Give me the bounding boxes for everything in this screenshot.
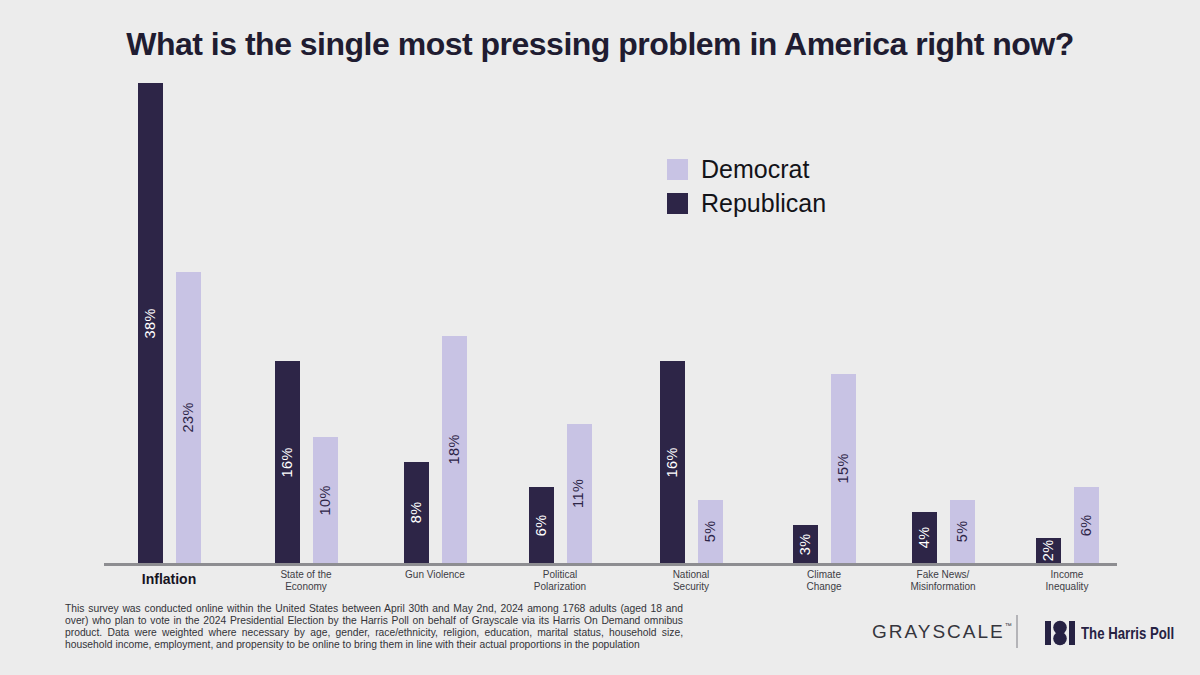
bar-democrat-climate-change: 15% [831, 374, 856, 563]
bar-democrat-national-security: 5% [698, 500, 723, 563]
x-axis-line [104, 563, 1117, 566]
harris-poll-logo: The Harris Poll [1045, 620, 1197, 646]
trademark-icon: ™ [1005, 622, 1012, 629]
bar-value-label: 2% [1041, 539, 1056, 561]
bar-value-label: 8% [409, 501, 424, 523]
bar-value-label: 3% [798, 533, 813, 555]
logo-divider [1016, 615, 1018, 648]
bar-value-label: 6% [1079, 514, 1094, 536]
bar-value-label: 4% [917, 527, 932, 549]
bar-value-label: 15% [836, 453, 851, 484]
category-label-political-polarization: Political Polarization [485, 569, 635, 593]
bar-value-label: 16% [665, 447, 680, 478]
bar-chart: 38% 23% Inflation 16% 10% State of the Econom… [0, 0, 1200, 675]
bar-value-label: 10% [318, 485, 333, 516]
bar-democrat-inflation: 23% [176, 272, 201, 563]
bar-value-label: 5% [955, 520, 970, 542]
bar-democrat-state-of-the-economy: 10% [313, 437, 338, 563]
bar-value-label: 11% [572, 479, 587, 508]
bar-republican-climate-change: 3% [793, 525, 818, 563]
bar-value-label: 38% [143, 308, 158, 339]
bar-value-label: 23% [181, 402, 196, 433]
bar-republican-political-polarization: 6% [529, 487, 554, 563]
category-label-national-security: National Security [616, 569, 766, 593]
bar-republican-state-of-the-economy: 16% [275, 361, 300, 563]
category-label-inflation: Inflation [94, 571, 244, 588]
bar-value-label: 18% [447, 434, 462, 465]
grayscale-logo: GRAYSCALE™ [872, 622, 1012, 641]
harris-poll-icon [1045, 620, 1075, 646]
infographic-canvas: What is the single most pressing problem… [0, 0, 1200, 675]
grayscale-wordmark: GRAYSCALE [872, 621, 1005, 642]
bar-republican-income-inequality: 2% [1036, 538, 1061, 563]
bar-democrat-income-inequality: 6% [1074, 487, 1099, 563]
methodology-footnote: This survey was conducted online within … [65, 603, 683, 652]
bar-democrat-gun-violence: 18% [442, 336, 467, 563]
category-label-income-inequality: Income Inequality [992, 569, 1142, 593]
bar-value-label: 6% [534, 514, 549, 536]
bar-value-label: 16% [280, 447, 295, 478]
bar-value-label: 5% [703, 520, 718, 542]
bar-democrat-political-polarization: 11% [567, 424, 592, 563]
bar-republican-national-security: 16% [660, 361, 685, 563]
bar-republican-inflation: 38% [138, 83, 163, 563]
bar-republican-gun-violence: 8% [404, 462, 429, 563]
bar-democrat-fake-news-misinformation: 5% [950, 500, 975, 563]
category-label-state-of-the-economy: State of the Economy [231, 569, 381, 593]
harris-poll-wordmark: The Harris Poll [1081, 625, 1174, 642]
bar-republican-fake-news-misinformation: 4% [912, 512, 937, 563]
